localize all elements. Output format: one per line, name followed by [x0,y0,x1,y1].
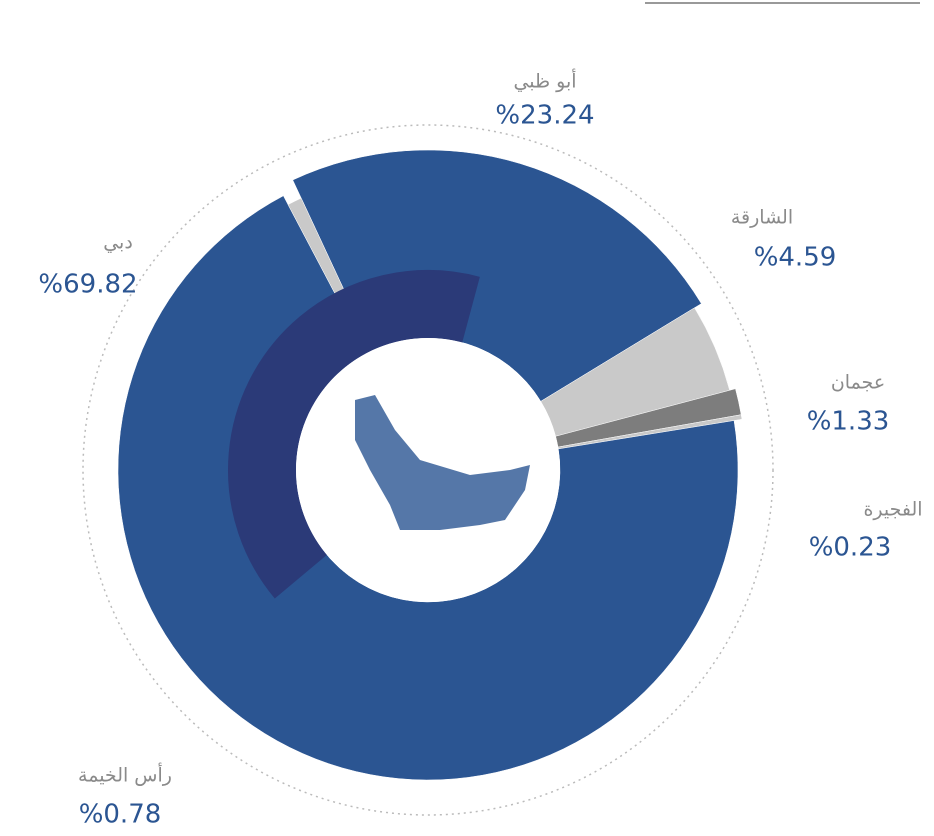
category-label: دبي [103,232,133,254]
category-label: رأس الخيمة [78,763,172,787]
value-label: %23.24 [495,101,594,131]
category-label: عجمان [831,372,885,394]
value-label: %69.82 [38,270,137,300]
slices [117,149,743,781]
inner-band [228,269,628,670]
map-shape [355,395,530,530]
category-label: أبو ظبي [513,69,576,93]
category-label: الشارقة [731,207,793,229]
category-label: الفجيرة [863,499,922,521]
value-label: %0.78 [79,800,162,830]
value-label: %4.59 [754,243,837,273]
value-label: %1.33 [807,407,890,437]
value-label: %0.23 [809,533,892,563]
outer-ring [82,124,774,816]
